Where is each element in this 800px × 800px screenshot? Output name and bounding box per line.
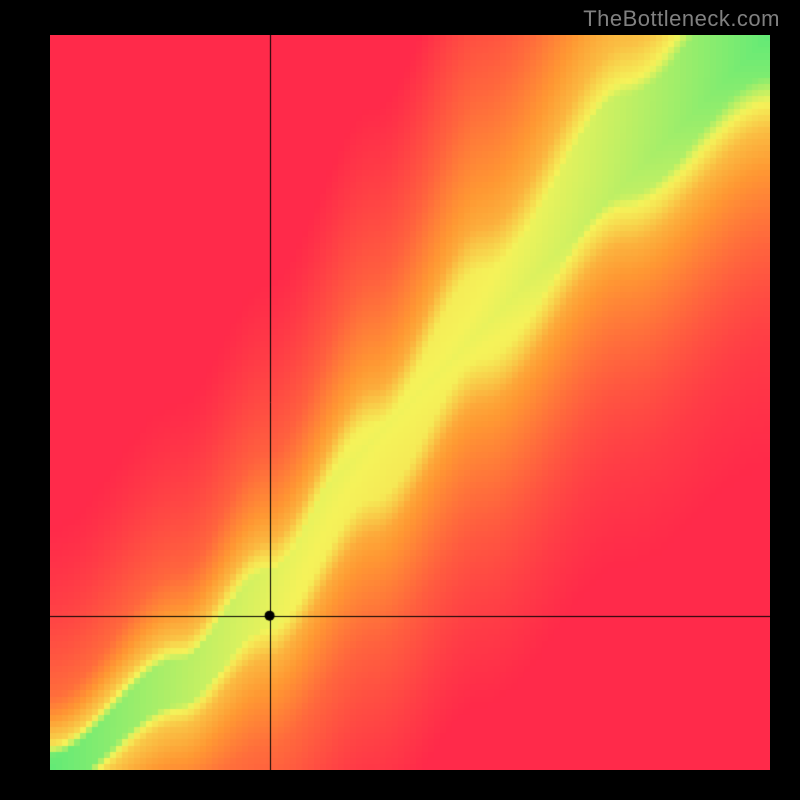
watermark-text: TheBottleneck.com	[583, 6, 780, 32]
bottleneck-heatmap	[50, 35, 770, 770]
